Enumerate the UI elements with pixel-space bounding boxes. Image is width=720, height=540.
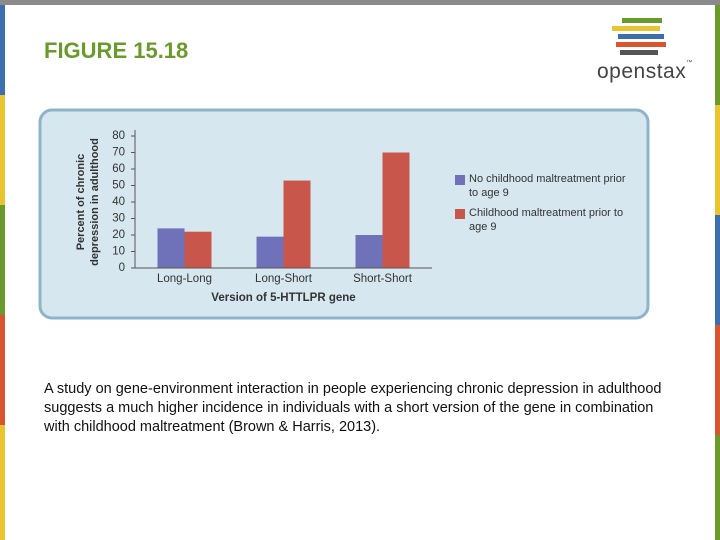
bar xyxy=(355,235,383,268)
edge-stripe xyxy=(715,435,720,540)
logo-mark: ™ xyxy=(686,60,693,66)
caption: A study on gene-environment interaction … xyxy=(44,381,662,435)
y-tick-label: 80 xyxy=(112,130,125,142)
logo: openstax™ xyxy=(597,60,693,84)
edge-stripe xyxy=(715,105,720,215)
y-tick-label: 40 xyxy=(112,196,125,208)
y-tick-label: 10 xyxy=(112,246,125,258)
edge-stripe xyxy=(0,315,5,425)
x-tick-label: Short-Short xyxy=(353,273,413,285)
y-tick-label: 60 xyxy=(112,163,125,175)
legend-swatch xyxy=(455,175,465,185)
y-tick-label: 20 xyxy=(112,229,125,241)
logo-text: openstax xyxy=(597,60,687,83)
edge-stripe xyxy=(0,205,5,315)
y-tick-label: 50 xyxy=(112,180,125,192)
bar xyxy=(283,180,311,268)
bar xyxy=(157,228,185,268)
slide-title: FIGURE 15.18 xyxy=(44,38,189,63)
chart: 0 10 20 30 40 50 60 70 80 Long-Long Long-Short Shor… xyxy=(112,130,465,304)
y-tick-label: 0 xyxy=(119,262,125,274)
edge-stripe xyxy=(715,5,720,105)
logo-icon xyxy=(612,18,666,55)
x-tick-label: Long-Short xyxy=(255,273,313,285)
edge-stripe xyxy=(0,425,5,540)
bar xyxy=(382,152,410,268)
legend-label: Childhood maltreatment prior to age 9 xyxy=(469,207,624,233)
edge-stripe xyxy=(715,325,720,435)
bar xyxy=(184,231,212,268)
x-tick-label: Long-Long xyxy=(157,273,212,285)
edge-stripe xyxy=(0,5,5,95)
y-tick-label: 30 xyxy=(112,213,125,225)
bar xyxy=(256,236,284,268)
edge-stripe xyxy=(0,95,5,205)
y-tick-label: 70 xyxy=(112,147,125,159)
x-axis-label: Version of 5-HTTLPR gene xyxy=(211,292,355,304)
top-stripe xyxy=(0,0,720,5)
y-axis-label: Percent of chronic depression in adultho… xyxy=(75,138,101,266)
legend-label: No childhood maltreatment prior to age 9 xyxy=(469,173,626,199)
legend-swatch xyxy=(455,209,465,219)
edge-stripe xyxy=(715,215,720,325)
